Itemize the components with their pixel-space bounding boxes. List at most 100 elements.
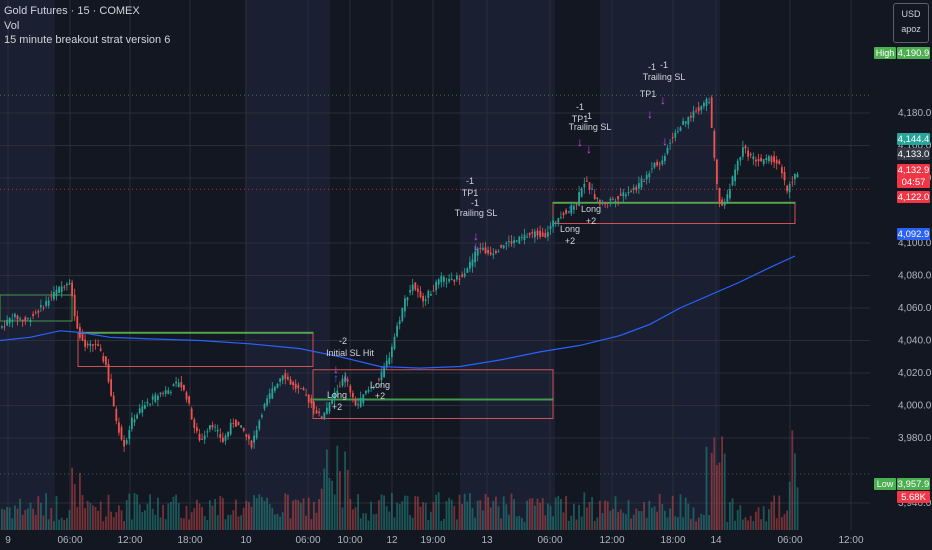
x-tick-label: 14 (710, 535, 722, 546)
volume-bar (276, 513, 279, 530)
volume-bar (575, 519, 578, 530)
volume-bar (323, 468, 326, 530)
volume-bar (708, 514, 710, 530)
volume-bar (723, 453, 726, 530)
volume-bar (791, 430, 794, 530)
candle-body (188, 396, 190, 404)
volume-bar (300, 502, 302, 530)
volume-bar (216, 515, 219, 530)
candle-body (755, 159, 757, 162)
y-tick-label: 3,940.0 (898, 498, 932, 509)
volume-bar (565, 496, 567, 530)
volume-bar (164, 519, 167, 530)
volume-bar (68, 509, 71, 530)
candle-body (258, 420, 261, 430)
price-tag-value: 4,132.9 (898, 165, 930, 176)
volume-bar (224, 519, 227, 530)
candle-body (6, 319, 8, 326)
moving-average-line (0, 255, 796, 369)
volume-bar (671, 495, 674, 530)
candle-body (557, 218, 560, 223)
volume-bar (461, 504, 463, 530)
candle-body (50, 296, 53, 298)
volume-bar (466, 501, 469, 530)
volume-bar (604, 500, 606, 530)
volume-bar (419, 506, 422, 530)
chart-title: Gold Futures · 15 · COMEX (4, 5, 140, 17)
candle-body (357, 403, 359, 405)
volume-bar (770, 501, 773, 530)
candle-body (534, 231, 536, 238)
candle-body (526, 236, 528, 238)
volume-bar (404, 495, 406, 530)
price-tag-value: 4,133.0 (898, 149, 930, 160)
volume-indicator-label[interactable]: Vol (4, 20, 20, 32)
volume-bar (333, 494, 336, 530)
price-tag-bg (897, 491, 930, 503)
candle-body (110, 379, 112, 396)
volume-bar (185, 506, 188, 530)
volume-bar (120, 510, 123, 530)
candle-body (276, 383, 279, 388)
candle-body (567, 211, 570, 213)
candle-body (690, 115, 692, 118)
currency-button[interactable]: USD apoz (893, 3, 929, 43)
candle-body (541, 232, 544, 237)
exit-arrow-icon: ↓ (473, 239, 479, 253)
volume-bar (736, 510, 739, 530)
volume-bar (138, 504, 141, 530)
candle-body (651, 168, 653, 170)
candle-body (721, 199, 723, 206)
volume-bar (658, 493, 661, 530)
candle-body (138, 408, 141, 413)
volume-bar (157, 497, 159, 530)
x-axis-bar (0, 530, 932, 550)
strategy-label[interactable]: 15 minute breakout strat version 6 (4, 34, 171, 46)
volume-bar (107, 494, 110, 530)
volume-bar (635, 508, 638, 530)
volume-bar (682, 517, 684, 530)
candle-body (770, 156, 773, 163)
volume-bar (570, 515, 573, 530)
volume-bar (274, 514, 276, 530)
volume-bar (42, 515, 45, 530)
volume-bar (781, 517, 783, 530)
candle-body (14, 313, 16, 318)
session-band (0, 0, 55, 530)
volume-bar (248, 502, 250, 530)
volume-bar (726, 521, 729, 530)
candle-body (60, 286, 63, 293)
candle-body (417, 288, 419, 292)
volume-bar (302, 498, 305, 530)
candle-body (601, 201, 604, 204)
volume-bar (24, 509, 27, 530)
volume-bar (198, 503, 201, 530)
trade-annotation: Long (581, 204, 601, 214)
volume-bar (170, 501, 172, 530)
y-tick-label: 4,000.0 (898, 401, 932, 412)
candle-body (255, 430, 258, 438)
volume-bar (289, 518, 292, 530)
volume-bar (703, 515, 705, 530)
volume-bar (443, 518, 445, 530)
candle-body (619, 193, 622, 196)
price-tag-value: 4,092.9 (898, 229, 930, 240)
volume-bar (609, 510, 612, 530)
candle-body (45, 301, 47, 306)
volume-bar (430, 511, 432, 530)
volume-bar (211, 505, 214, 530)
volume-bar (742, 519, 744, 530)
volume-bar (123, 521, 125, 530)
account-label: apoz (901, 24, 921, 34)
volume-bar (729, 502, 731, 530)
candle-body (734, 169, 736, 182)
breakout-box (312, 369, 554, 419)
candle-body (21, 319, 24, 321)
exit-arrow-icon: ↓ (333, 362, 339, 376)
volume-bar (583, 492, 586, 530)
candle-body (778, 160, 781, 164)
candle-body (625, 194, 627, 197)
candle-body (388, 357, 391, 364)
price-tag-bg (897, 164, 930, 188)
